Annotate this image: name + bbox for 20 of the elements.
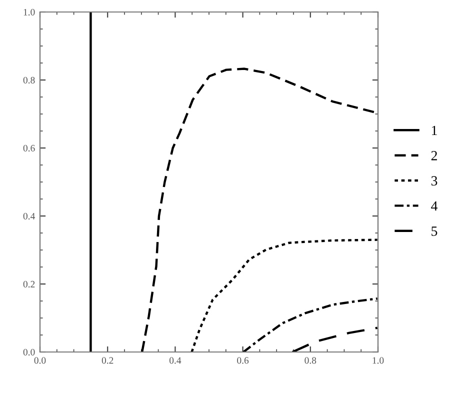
y-tick-label: 0.6 [23, 144, 35, 152]
x-tick-label: 1.0 [372, 357, 384, 364]
x-tick-label: 0.4 [169, 357, 182, 364]
line-series [291, 326, 378, 352]
legend-label: 4 [431, 201, 438, 211]
legend-label: 1 [432, 126, 437, 136]
legend-label: 3 [431, 176, 438, 186]
x-tick-label: 0.0 [34, 357, 46, 364]
legend-label: 5 [432, 226, 438, 236]
line-series [242, 298, 378, 352]
y-tick-label: 0.0 [23, 348, 35, 356]
y-tick-label: 0.8 [23, 76, 35, 84]
x-tick-label: 0.8 [304, 357, 316, 364]
x-tick-label: 0.6 [237, 357, 249, 364]
y-tick-label: 1.0 [24, 8, 35, 16]
line-series [190, 238, 378, 352]
y-tick-label: 0.4 [23, 212, 35, 220]
legend-label: 2 [431, 151, 437, 160]
y-tick-label: 0.2 [23, 280, 35, 288]
x-tick-label: 0.2 [102, 357, 114, 364]
